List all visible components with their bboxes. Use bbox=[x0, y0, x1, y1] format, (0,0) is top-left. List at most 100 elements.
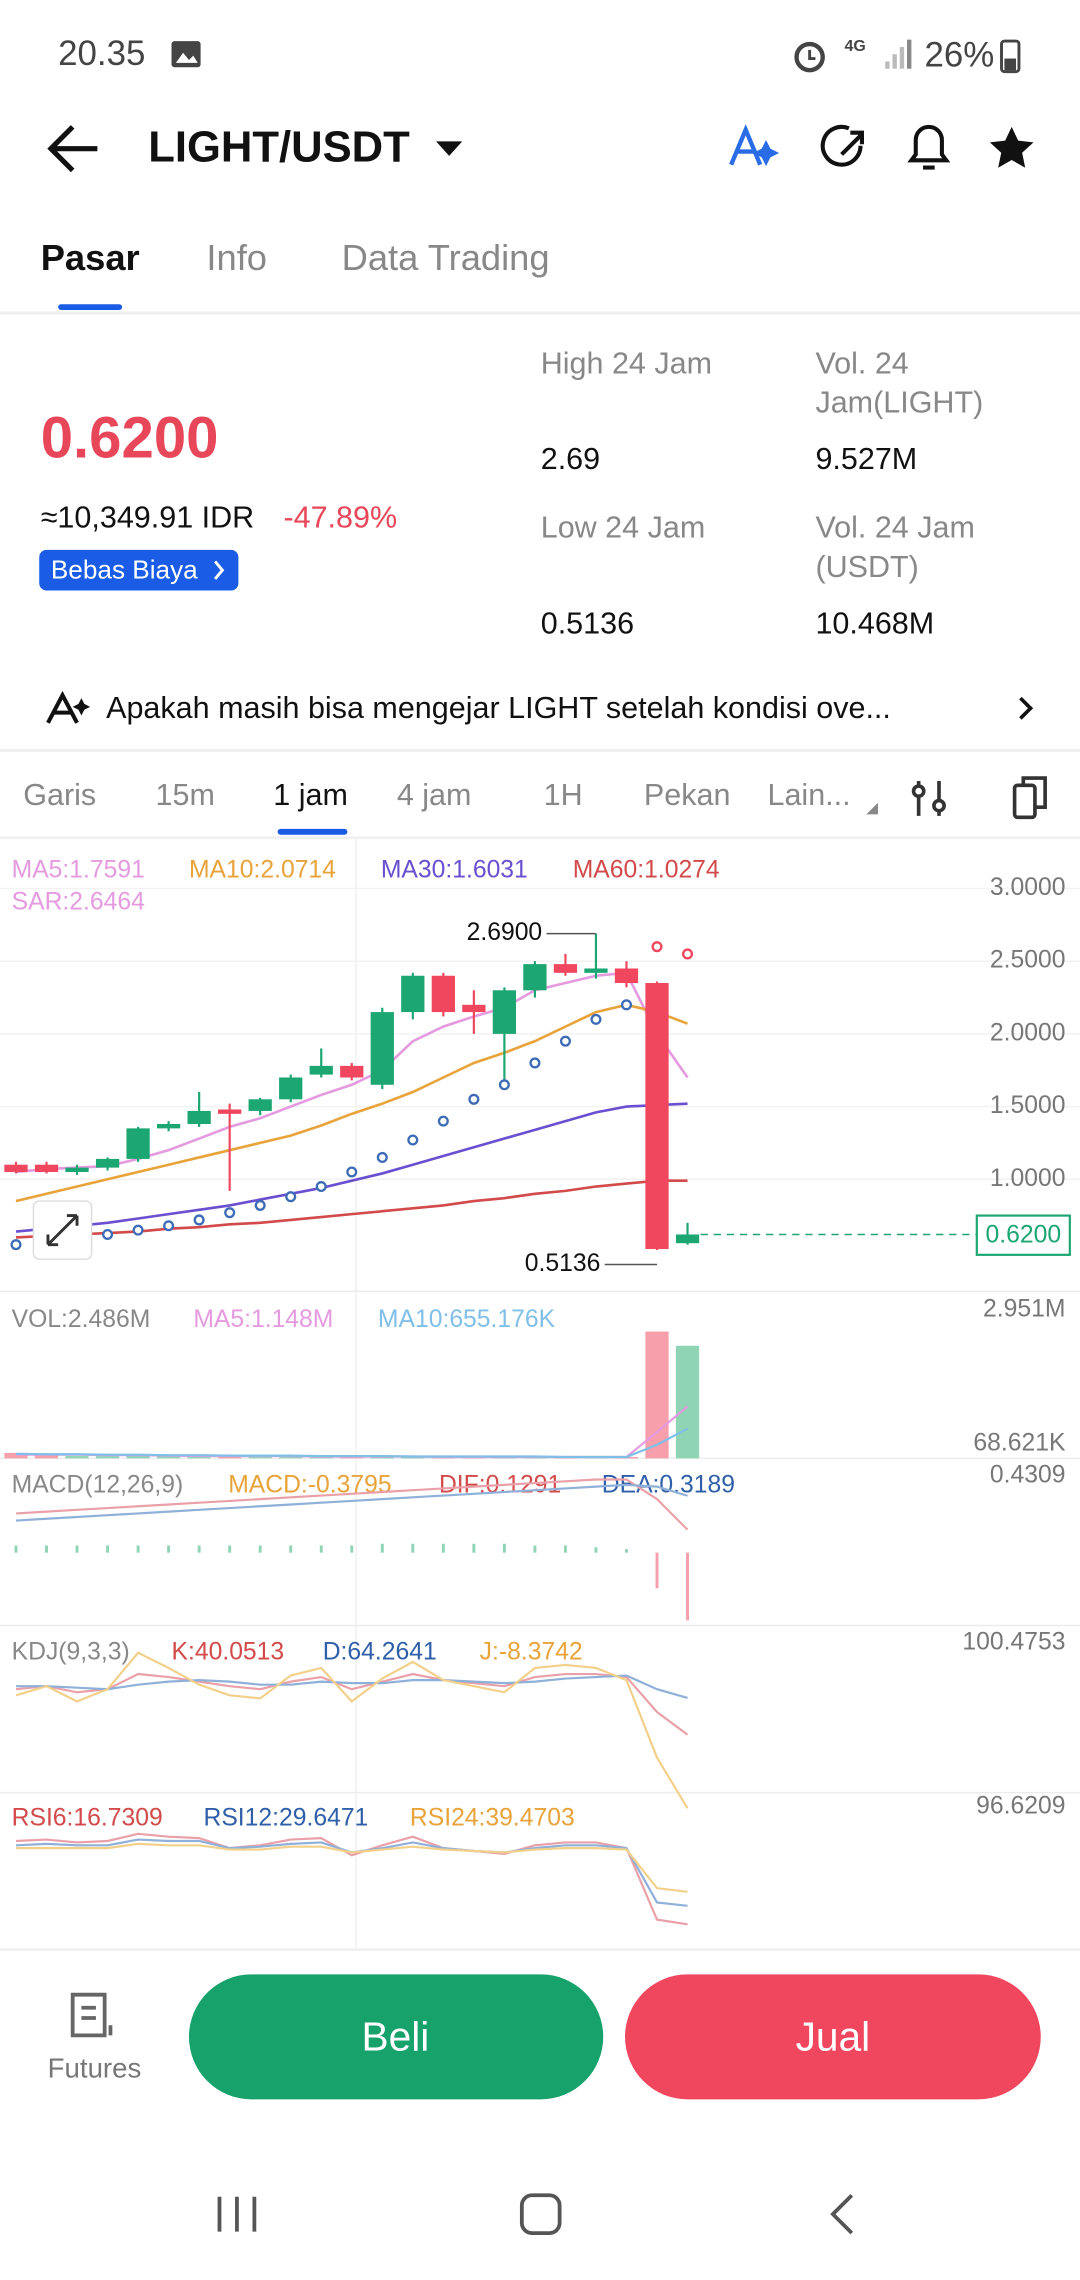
stat-label: Vol. 24 Jam bbox=[815, 511, 974, 545]
interval[interactable]: 1 jam bbox=[273, 778, 348, 812]
sar-dot bbox=[590, 1013, 602, 1025]
news-headline[interactable]: Apakah masih bisa mengejar LIGHT setelah… bbox=[106, 691, 891, 725]
volume-bar bbox=[156, 1455, 181, 1459]
candle-body bbox=[126, 1128, 150, 1159]
panel-legend: RSI12:29.6471 bbox=[203, 1804, 368, 1831]
macd-bar bbox=[136, 1545, 140, 1553]
sar-dot bbox=[498, 1079, 510, 1091]
news-chevron[interactable] bbox=[1019, 696, 1034, 720]
fee-badge-text[interactable]: Bebas Biaya bbox=[51, 555, 198, 585]
tab-indicator bbox=[58, 304, 123, 311]
sar-dot bbox=[346, 1166, 358, 1178]
last-price-label: 0.6200 bbox=[986, 1221, 1062, 1248]
panel-legend: D:64.2641 bbox=[323, 1639, 437, 1666]
interval[interactable]: Lain... bbox=[767, 778, 850, 812]
network-type: 4G bbox=[845, 38, 866, 55]
candle-body bbox=[95, 1158, 120, 1168]
indicator-settings[interactable] bbox=[911, 780, 946, 816]
tab[interactable]: Pasar bbox=[41, 237, 140, 278]
stat-label: Vol. 24 bbox=[815, 346, 908, 380]
tab[interactable]: Info bbox=[206, 237, 267, 278]
macd-bar bbox=[75, 1545, 79, 1553]
pair-dropdown[interactable] bbox=[436, 141, 463, 156]
sar-dot bbox=[285, 1191, 297, 1203]
candle-body bbox=[462, 1004, 486, 1013]
sell-label[interactable]: Jual bbox=[796, 2014, 871, 2060]
interval[interactable]: 4 jam bbox=[397, 778, 472, 812]
candle-body bbox=[65, 1167, 89, 1172]
indicator-line bbox=[15, 1483, 688, 1522]
sar-dot bbox=[529, 1057, 541, 1069]
ai-icon[interactable] bbox=[729, 124, 780, 167]
stat-value: 0.5136 bbox=[541, 606, 634, 640]
sar-dot bbox=[682, 948, 694, 960]
nav-back[interactable] bbox=[830, 2193, 854, 2235]
interval[interactable]: 1H bbox=[544, 778, 583, 812]
sar-dot bbox=[376, 1151, 388, 1163]
volume-bar bbox=[34, 1453, 59, 1459]
macd-bar bbox=[258, 1545, 262, 1553]
macd-bar bbox=[197, 1545, 201, 1553]
y-tick-label: 1.5000 bbox=[990, 1092, 1066, 1119]
nav-recents[interactable] bbox=[217, 2196, 257, 2232]
stat-value: 9.527M bbox=[815, 442, 917, 476]
sar-dot bbox=[468, 1093, 480, 1105]
volume-bar bbox=[248, 1456, 272, 1459]
indicator-line bbox=[15, 1179, 688, 1239]
candle-body bbox=[187, 1110, 211, 1125]
sar-dot bbox=[559, 1035, 571, 1047]
stat-label: Jam(LIGHT) bbox=[815, 386, 983, 420]
futures-label[interactable]: Futures bbox=[48, 2053, 142, 2084]
nav-home[interactable] bbox=[519, 2193, 562, 2235]
copy-icon[interactable] bbox=[1012, 776, 1047, 820]
pair-title[interactable]: LIGHT/USDT bbox=[148, 124, 410, 172]
interval[interactable]: Pekan bbox=[644, 778, 731, 812]
macd-bar bbox=[228, 1545, 232, 1553]
y-tick-label: 2.0000 bbox=[990, 1019, 1066, 1046]
stat-label: High 24 Jam bbox=[541, 346, 712, 380]
panel-legend: VOL:2.486M bbox=[12, 1306, 151, 1333]
bell-icon[interactable] bbox=[907, 124, 951, 170]
indicator-line bbox=[15, 1102, 688, 1233]
battery-level: 26% bbox=[924, 35, 994, 74]
buy-button[interactable] bbox=[188, 1974, 604, 2100]
stat-label: (USDT) bbox=[815, 550, 918, 584]
candle-body bbox=[340, 1065, 364, 1078]
favorite-star[interactable] bbox=[989, 126, 1034, 168]
panel-axis-label: 68.621K bbox=[973, 1429, 1066, 1456]
panel-legend: MACD:-0.3795 bbox=[228, 1471, 391, 1498]
indicator-line bbox=[15, 1832, 688, 1926]
candle-body bbox=[156, 1124, 181, 1129]
indicator-line bbox=[15, 1672, 689, 1736]
volume-bar bbox=[279, 1456, 303, 1459]
share-icon[interactable] bbox=[820, 124, 864, 167]
futures-icon[interactable] bbox=[70, 1992, 113, 2038]
signal-icon bbox=[885, 39, 912, 69]
macd-bar bbox=[594, 1547, 598, 1553]
price-change: -47.89% bbox=[283, 500, 397, 534]
interval[interactable]: 15m bbox=[156, 778, 215, 812]
candle-body bbox=[279, 1077, 303, 1100]
sell-button[interactable] bbox=[625, 1974, 1041, 2100]
interval[interactable]: Garis bbox=[23, 778, 96, 812]
macd-bar bbox=[106, 1545, 110, 1553]
panel-legend: MA5:1.148M bbox=[193, 1306, 333, 1333]
ma-legend: MA60:1.0274 bbox=[573, 857, 720, 884]
fee-badge[interactable] bbox=[39, 549, 239, 591]
sar-dot bbox=[315, 1180, 327, 1193]
badge-chevron bbox=[214, 560, 225, 580]
candle-body bbox=[645, 983, 669, 1250]
stat-value: 10.468M bbox=[815, 606, 934, 640]
sar-legend: SAR:2.6464 bbox=[12, 889, 145, 916]
expand-button[interactable] bbox=[32, 1200, 93, 1260]
macd-bar bbox=[167, 1545, 171, 1553]
buy-label[interactable]: Beli bbox=[361, 2014, 429, 2060]
tab[interactable]: Data Trading bbox=[342, 237, 550, 278]
status-time: 20.35 bbox=[58, 34, 145, 73]
volume-bar bbox=[126, 1455, 150, 1459]
back-button[interactable] bbox=[47, 125, 98, 173]
sar-dot bbox=[254, 1199, 266, 1211]
indicator-line bbox=[15, 1478, 689, 1531]
